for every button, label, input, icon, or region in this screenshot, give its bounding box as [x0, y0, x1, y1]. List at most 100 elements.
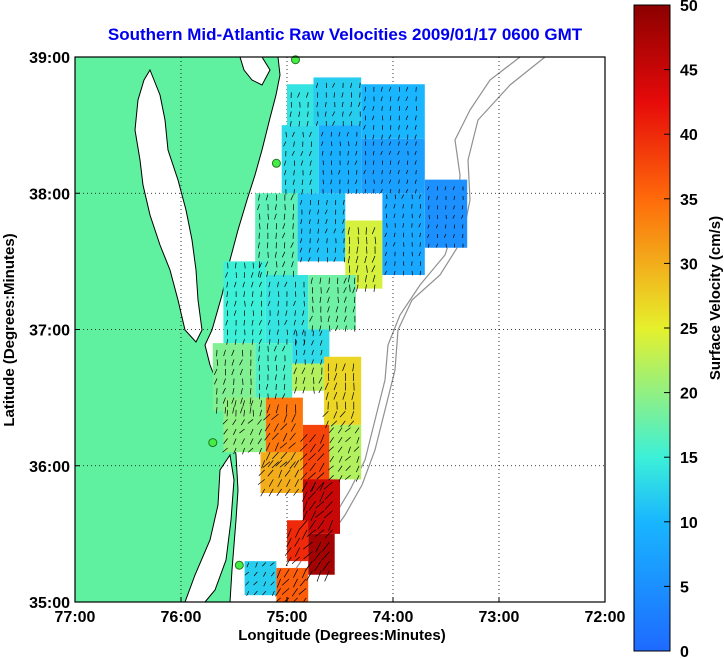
velocity-arrow: [284, 319, 288, 326]
velocity-arrow: [293, 460, 299, 468]
velocity-arrow: [380, 141, 383, 146]
velocity-arrow: [398, 189, 400, 194]
velocity-arrow: [268, 479, 274, 487]
velocity-arrow: [393, 213, 396, 219]
velocity-arrow: [380, 86, 383, 92]
velocity-arrow: [251, 291, 254, 298]
velocity-arrow: [283, 413, 288, 423]
velocity-arrow: [330, 179, 332, 185]
velocity-arrow: [284, 488, 291, 496]
velocity-arrow: [258, 319, 262, 326]
velocity-arrow: [232, 419, 237, 426]
velocity-arrow: [239, 368, 243, 376]
velocity-arrow: [259, 262, 262, 269]
velocity-arrow: [342, 199, 345, 206]
velocity-arrow: [347, 255, 350, 264]
velocity-arrow: [402, 204, 404, 209]
velocity-arrow: [295, 359, 297, 365]
velocity-arrow: [305, 92, 309, 98]
colorbar-label: Surface Velocity (cm/s): [707, 216, 724, 380]
velocity-arrow: [290, 451, 296, 461]
velocity-arrow: [258, 428, 262, 436]
velocity-cell: [313, 77, 362, 126]
velocity-arrow: [318, 386, 323, 394]
velocity-arrow: [311, 349, 314, 356]
velocity-arrow: [241, 438, 245, 445]
velocity-arrow: [319, 277, 322, 284]
velocity-arrow: [337, 465, 343, 472]
velocity-arrow: [276, 261, 278, 268]
velocity-cell: [424, 179, 468, 248]
velocity-arrow: [319, 462, 325, 472]
velocity-arrow: [330, 150, 332, 156]
velocity-arrow: [344, 306, 347, 313]
velocity-arrow: [285, 131, 287, 138]
velocity-arrow: [293, 189, 295, 195]
velocity-arrow: [306, 570, 313, 581]
velocity-arrow: [259, 409, 262, 417]
velocity-arrow: [316, 101, 319, 108]
velocity-arrow: [283, 141, 287, 147]
velocity-arrow: [320, 349, 323, 356]
velocity-arrow: [308, 247, 311, 253]
y-tick-label: 38:00: [29, 186, 70, 203]
velocity-arrow: [284, 547, 292, 556]
velocity-arrow: [384, 232, 387, 237]
velocity-arrow: [335, 325, 339, 332]
velocity-arrow: [314, 560, 322, 572]
velocity-arrow: [300, 219, 303, 225]
velocity-arrow: [250, 428, 254, 436]
velocity-arrow: [263, 581, 267, 587]
velocity-arrow: [321, 551, 330, 561]
velocity-arrow: [225, 300, 228, 307]
velocity-arrow: [251, 338, 254, 345]
velocity-arrow: [388, 86, 392, 92]
velocity-arrow: [402, 223, 404, 228]
velocity-arrow: [428, 243, 430, 248]
velocity-arrow: [244, 571, 250, 576]
velocity-arrow: [312, 306, 314, 313]
velocity-arrow: [222, 447, 228, 453]
velocity-arrow: [284, 169, 287, 176]
velocity-arrow: [214, 378, 218, 385]
velocity-arrow: [267, 300, 271, 307]
velocity-arrow: [356, 465, 360, 473]
velocity-arrow: [259, 223, 261, 230]
velocity-arrow: [388, 141, 392, 146]
velocity-arrow: [364, 284, 367, 292]
velocity-arrow: [444, 224, 447, 229]
velocity-arrow: [324, 228, 328, 234]
velocity-cell: [276, 567, 309, 602]
velocity-arrow: [239, 359, 243, 366]
velocity-arrow: [319, 481, 325, 492]
velocity-arrow: [249, 407, 252, 414]
velocity-arrow: [347, 150, 349, 156]
velocity-arrow: [275, 204, 277, 211]
velocity-arrow: [222, 397, 226, 404]
velocity-arrow: [343, 277, 347, 284]
velocity-arrow: [415, 141, 417, 146]
velocity-arrow: [273, 270, 277, 277]
velocity-arrow: [341, 101, 344, 108]
colorbar-tick-label: 20: [680, 386, 698, 403]
velocity-arrow: [355, 189, 358, 194]
velocity-arrow: [260, 400, 262, 407]
velocity-arrow: [305, 560, 313, 571]
velocity-cell: [302, 424, 330, 487]
velocity-arrow: [302, 386, 306, 394]
velocity-arrow: [234, 281, 237, 288]
y-tick-label: 37:00: [29, 323, 70, 340]
velocity-arrow: [322, 560, 330, 571]
velocity-arrow: [294, 528, 301, 538]
velocity-arrow: [428, 195, 430, 200]
colorbar-tick-label: 0: [680, 644, 689, 659]
velocity-arrow: [271, 413, 279, 421]
velocity-arrow: [300, 434, 308, 442]
velocity-arrow: [326, 287, 330, 294]
velocity-arrow: [320, 359, 323, 365]
velocity-arrow: [257, 204, 260, 211]
velocity-arrow: [339, 141, 341, 147]
velocity-arrow: [315, 541, 322, 553]
velocity-arrow: [274, 374, 277, 381]
velocity-arrow: [243, 319, 245, 326]
